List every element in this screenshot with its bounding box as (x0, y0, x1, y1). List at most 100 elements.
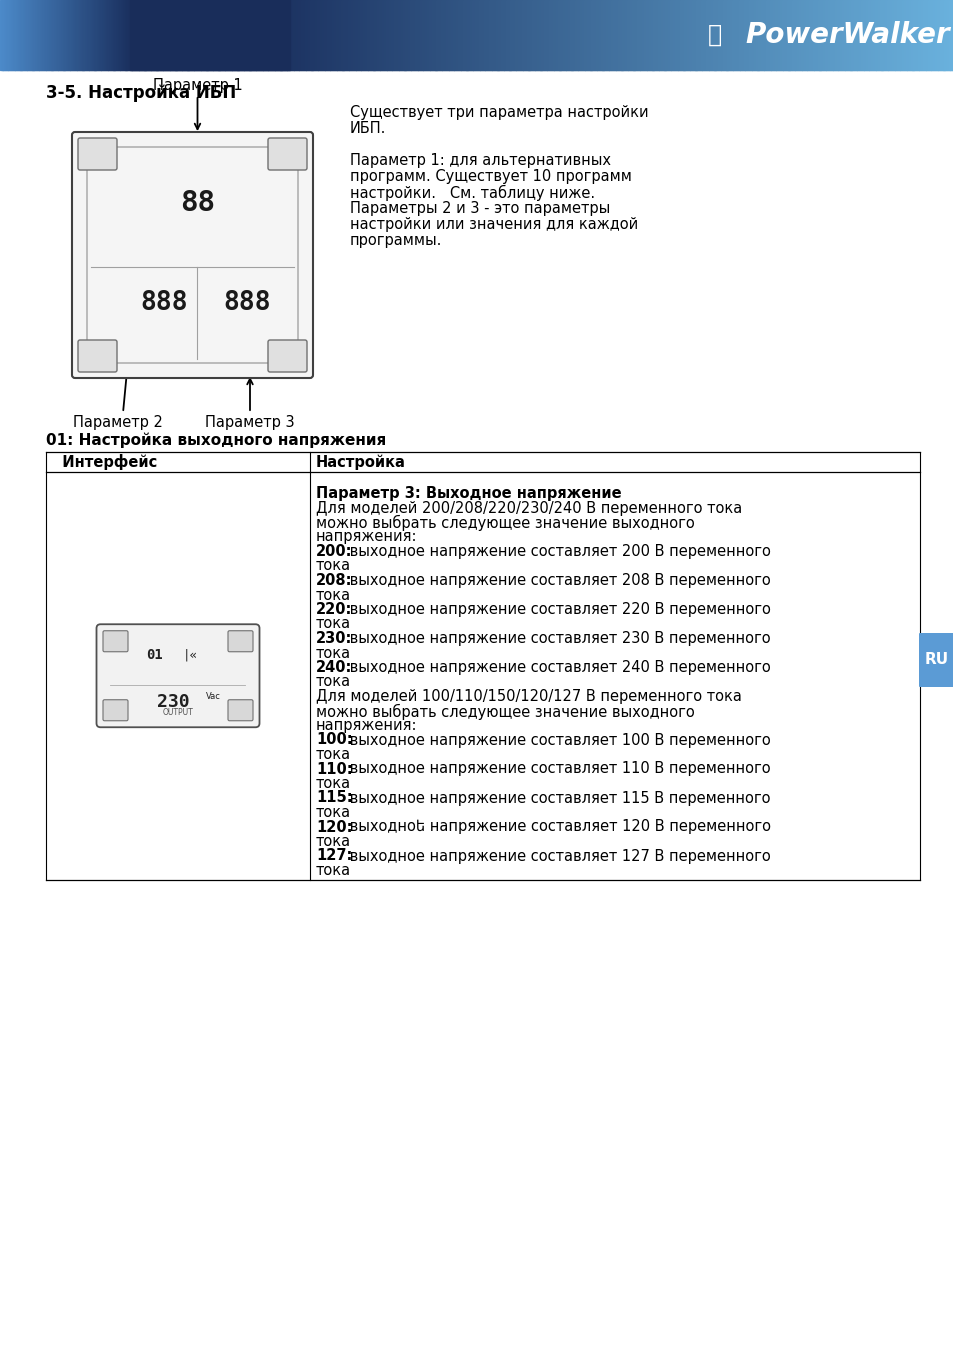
Bar (159, 0, 164, 70)
Bar (545, 0, 550, 70)
Bar (653, 0, 657, 70)
Bar (529, 0, 533, 70)
Text: настройки или значения для каждой: настройки или значения для каждой (350, 217, 638, 232)
Text: Vac: Vac (206, 693, 221, 701)
Bar (564, 0, 569, 70)
Bar (355, 0, 359, 70)
Bar (92, 0, 97, 70)
Bar (351, 0, 355, 70)
Bar (924, 0, 928, 70)
Text: 888: 888 (140, 290, 188, 316)
FancyBboxPatch shape (268, 138, 307, 170)
Bar (574, 0, 578, 70)
Bar (467, 0, 471, 70)
Bar (345, 0, 350, 70)
Bar (888, 0, 893, 70)
Bar (770, 0, 774, 70)
Bar (154, 0, 159, 70)
Bar (702, 0, 707, 70)
Bar (872, 0, 876, 70)
Bar (475, 0, 478, 70)
Bar (512, 0, 517, 70)
Bar (677, 0, 680, 70)
Bar (860, 0, 864, 70)
Bar (300, 0, 304, 70)
Bar (59, 0, 64, 70)
Bar (43, 0, 47, 70)
Text: Параметр 3: Параметр 3 (205, 414, 294, 431)
Bar (48, 0, 51, 70)
Bar (683, 0, 688, 70)
Bar (415, 0, 418, 70)
Bar (122, 0, 126, 70)
Bar (410, 0, 414, 70)
Bar (481, 0, 485, 70)
Bar (305, 0, 309, 70)
Bar (310, 0, 314, 70)
Text: 220:: 220: (315, 602, 352, 617)
Bar (721, 0, 726, 70)
Bar (240, 0, 245, 70)
Bar (54, 0, 59, 70)
Bar (243, 0, 247, 70)
Bar (0, 0, 4, 70)
Bar (407, 0, 412, 70)
Bar (157, 0, 161, 70)
Bar (312, 0, 316, 70)
FancyBboxPatch shape (96, 624, 259, 728)
Bar (395, 0, 399, 70)
Bar (950, 0, 953, 70)
Bar (14, 0, 18, 70)
Bar (378, 0, 383, 70)
Bar (879, 0, 883, 70)
Bar (274, 0, 278, 70)
Bar (440, 0, 445, 70)
Bar (257, 0, 261, 70)
Bar (724, 0, 728, 70)
Bar (845, 0, 850, 70)
Bar (141, 0, 145, 70)
Bar (24, 0, 28, 70)
Bar (170, 0, 173, 70)
Bar (862, 0, 866, 70)
Bar (357, 0, 361, 70)
Bar (662, 0, 666, 70)
Bar (664, 0, 669, 70)
Bar (610, 0, 614, 70)
Bar (45, 0, 50, 70)
Bar (62, 0, 66, 70)
Bar (148, 0, 152, 70)
Bar (810, 0, 814, 70)
Text: программы.: программы. (350, 234, 442, 248)
Text: тока: тока (315, 559, 351, 574)
Text: выходное напряжение составляет 127 В переменного: выходное напряжение составляет 127 В пер… (345, 849, 770, 864)
Bar (943, 0, 947, 70)
Bar (548, 0, 552, 70)
Bar (133, 0, 137, 70)
Bar (540, 0, 545, 70)
Bar (805, 0, 809, 70)
Text: Параметры 2 и 3 - это параметры: Параметры 2 и 3 - это параметры (350, 201, 610, 216)
Bar (877, 0, 881, 70)
Bar (383, 0, 388, 70)
Bar (917, 0, 922, 70)
Bar (922, 0, 926, 70)
Bar (524, 0, 528, 70)
Bar (536, 0, 540, 70)
Bar (829, 0, 833, 70)
Bar (945, 0, 950, 70)
Bar (483, 0, 488, 70)
Bar (97, 0, 102, 70)
Text: тока: тока (315, 747, 351, 761)
Bar (259, 0, 264, 70)
Bar (715, 0, 719, 70)
Bar (929, 0, 933, 70)
Bar (367, 0, 371, 70)
Bar (436, 0, 440, 70)
Text: 115:: 115: (315, 791, 353, 806)
Bar (338, 0, 342, 70)
Bar (359, 0, 364, 70)
Text: OUTPUT: OUTPUT (162, 709, 193, 717)
Bar (172, 0, 175, 70)
Bar (936, 0, 941, 70)
